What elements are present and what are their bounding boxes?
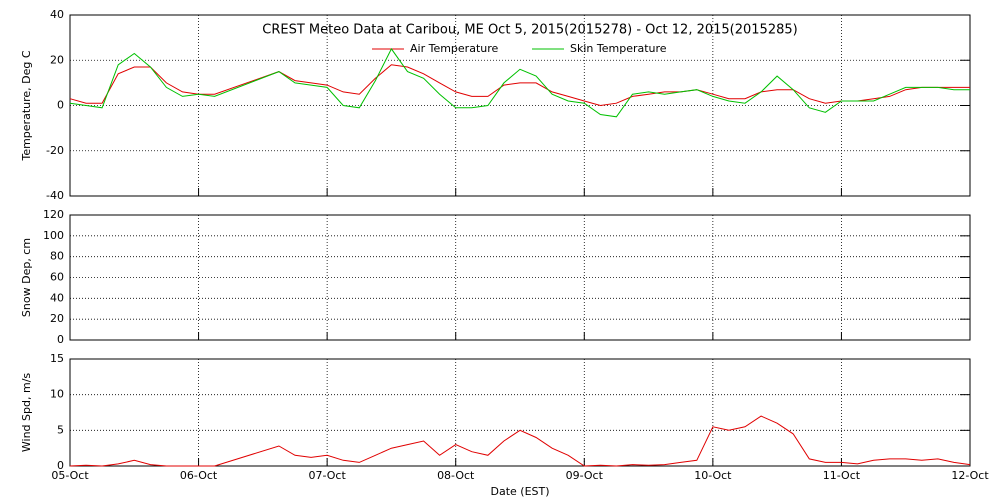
legend-label: Air Temperature bbox=[410, 42, 499, 55]
y-tick-label: -40 bbox=[46, 189, 64, 202]
data-line bbox=[69, 64, 970, 107]
y-tick-label: 0 bbox=[57, 333, 64, 346]
y-axis-label: Temperature, Deg C bbox=[20, 50, 33, 161]
y-tick-label: 15 bbox=[50, 352, 64, 365]
x-tick-label: 08-Oct bbox=[437, 469, 475, 482]
x-tick-label: 12-Oct bbox=[951, 469, 989, 482]
y-tick-label: -20 bbox=[46, 144, 64, 157]
legend-label: Skin Temperature bbox=[570, 42, 667, 55]
x-tick-label: 11-Oct bbox=[823, 469, 861, 482]
x-tick-label: 10-Oct bbox=[694, 469, 732, 482]
plot-frame bbox=[69, 358, 971, 467]
y-axis-label: Snow Dep, cm bbox=[20, 238, 33, 317]
y-tick-label: 60 bbox=[50, 271, 64, 284]
y-tick-label: 10 bbox=[50, 388, 64, 401]
y-axis-label: Wind Spd, m/s bbox=[20, 373, 33, 453]
x-tick-label: 07-Oct bbox=[308, 469, 346, 482]
data-line bbox=[69, 415, 971, 467]
y-tick-label: 40 bbox=[50, 8, 64, 21]
y-tick-label: 120 bbox=[43, 208, 64, 221]
x-axis-label: Date (EST) bbox=[490, 485, 549, 498]
y-tick-label: 20 bbox=[50, 53, 64, 66]
chart-title: CREST Meteo Data at Caribou, ME Oct 5, 2… bbox=[262, 23, 797, 38]
y-tick-label: 5 bbox=[57, 423, 64, 436]
y-tick-label: 40 bbox=[50, 291, 64, 304]
x-tick-label: 06-Oct bbox=[180, 469, 218, 482]
y-tick-label: 100 bbox=[43, 229, 64, 242]
y-tick-label: 0 bbox=[57, 99, 64, 112]
y-tick-label: 0 bbox=[57, 459, 64, 472]
y-tick-label: 80 bbox=[50, 250, 64, 263]
x-tick-label: 05-Oct bbox=[51, 469, 89, 482]
y-tick-label: 20 bbox=[50, 312, 64, 325]
x-tick-label: 09-Oct bbox=[566, 469, 604, 482]
data-line bbox=[69, 47, 970, 118]
